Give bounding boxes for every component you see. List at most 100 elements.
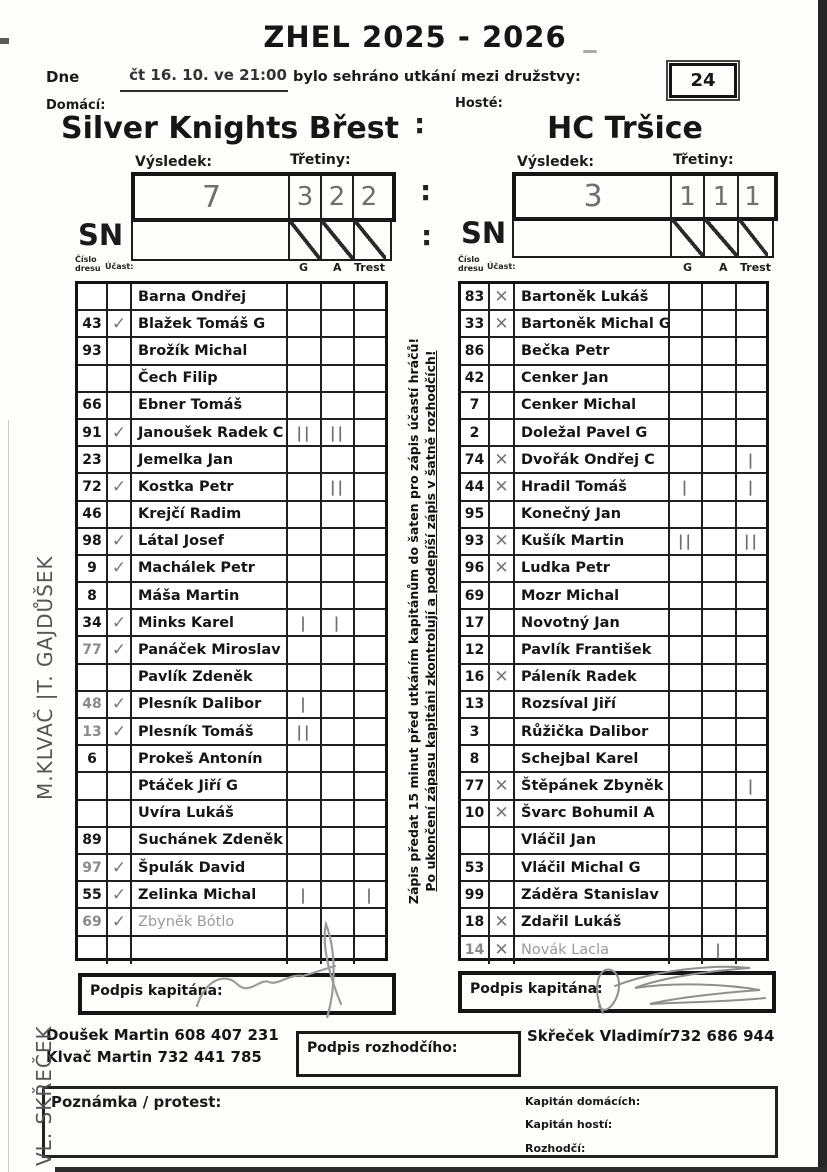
scan-edge-bottom [55,1167,827,1172]
jersey-number-cell: 9 [78,555,108,582]
goals-tally-cell [670,719,703,745]
jersey-number-cell: 55 [78,882,108,908]
assists-tally-cell: | [703,936,737,964]
scan-smudge [0,38,9,44]
player-name-cell: Zbyněk Bótlo [132,909,288,935]
assists-tally-cell [703,555,737,582]
away-result-value: 3 [583,179,603,214]
attendance-mark [108,365,132,391]
home-period-3: 2 [352,176,384,218]
assists-tally-cell [322,555,355,582]
home-col-number-label: Číslo dresu [75,255,101,273]
player-name-cell: Vláčil Michal G [515,854,670,881]
goals-tally-cell [288,392,322,418]
away-sn-cell [514,219,670,256]
player-name-cell: Hradil Tomáš [515,474,670,500]
penalty-tally-cell [737,801,766,826]
assists-tally-cell [322,827,355,853]
penalty-tally-cell: | [747,450,756,469]
jersey-number-cell: 99 [461,882,490,908]
player-name-cell: Janoušek Radek C [132,419,288,446]
away-period-2: 1 [703,176,737,217]
table-row: 23 Jemelka Jan [78,447,385,475]
goals-tally-cell: | [670,474,703,500]
attendance-mark: ✕ [490,800,515,826]
attendance-mark [108,392,132,418]
penalty-tally-cell [737,637,766,662]
attendance-mark: ✕ [490,664,515,690]
home-result-value: 7 [201,179,222,215]
goals-tally-cell [670,936,703,964]
away-side-label: Hosté: [455,96,503,111]
player-name-cell: Páleník Radek [515,664,670,690]
jersey-number-cell: 8 [461,746,490,772]
player-name-cell: Blažek Tomáš G [132,311,288,337]
player-name-cell: Zelinka Michal [132,882,288,908]
attendance-mark [108,800,132,826]
home-sn-box [131,219,392,261]
assists-tally-cell: | [322,610,355,636]
match-number-box: 24 [666,60,740,101]
assists-tally-cell [322,311,355,337]
penalty-tally-cell [355,529,385,554]
jersey-number-cell: 12 [461,637,490,663]
attendance-mark: ✕ [490,555,515,582]
table-row: 72 ✓ Kostka Petr || [78,474,385,502]
goals-tally-cell [670,773,703,799]
table-row: 69 ✓ Zbyněk Bótlo [78,909,385,937]
goals-tally-cell [670,447,703,473]
slash-mark [353,221,386,259]
assists-tally-cell [703,637,737,663]
jersey-number-cell: 13 [78,719,108,745]
table-row: 77 ✕ Štěpánek Zbyněk A | [461,773,766,801]
jersey-number-cell [78,936,108,964]
jersey-number-cell: 96 [461,555,490,582]
attendance-mark [108,664,132,690]
attendance-mark: ✓ [108,555,132,582]
player-name-cell: Štěpánek Zbyněk A [515,773,670,799]
away-result-label: Výsledek: [517,154,595,170]
table-row: 14 ✕ Novák Lacla | [461,936,766,964]
table-row: 16 ✕ Páleník Radek [461,664,766,692]
attendance-mark [108,501,132,527]
home-team-name: Silver Knights Břest [61,111,399,146]
penalty-tally-cell [355,801,385,826]
table-row: 53 Vláčil Michal G [461,854,766,883]
home-sn-cell [133,221,288,259]
assists-tally-cell [703,800,737,826]
attendance-mark [490,501,515,527]
player-name-cell: Doležal Pavel G [515,419,670,446]
note-protest-box: Poznámka / protest: Kapitán domácích: Ka… [42,1086,778,1158]
attendance-mark: ✓ [108,909,132,935]
assists-tally-cell [322,854,355,881]
goals-tally-cell [670,637,703,663]
penalty-tally-cell [355,746,385,771]
penalty-tally-cell: | [747,776,756,795]
player-name-cell: Schejbal Karel [515,746,670,772]
goals-tally-cell [288,501,322,527]
table-row: 99 Záděra Stanislav [461,882,766,910]
teams-colon: : [414,107,426,140]
assists-tally-cell: || [322,474,355,500]
goals-tally-cell [288,800,322,826]
goals-tally-cell [670,392,703,418]
attendance-mark [490,338,515,364]
attendance-mark: ✕ [490,909,515,935]
player-name-cell: Ludka Petr [515,555,670,582]
assists-tally-cell [322,528,355,554]
attendance-mark [108,746,132,772]
table-row: 86 Bečka Petr [461,338,766,366]
slash-mark [320,221,353,259]
assists-tally-cell [703,691,737,717]
slash-mark [288,221,320,259]
attendance-mark [108,936,132,964]
away-col-number-label: Číslo dresu [458,255,484,273]
table-row: Ptáček Jiří G [78,773,385,801]
attendance-mark: ✓ [108,854,132,881]
goals-tally-cell [288,664,322,690]
assists-tally-cell [703,284,737,310]
attendance-mark: ✓ [108,311,132,337]
jersey-number-cell: 7 [461,392,490,418]
goals-tally-cell [288,583,322,609]
jersey-number-cell: 74 [461,447,490,473]
